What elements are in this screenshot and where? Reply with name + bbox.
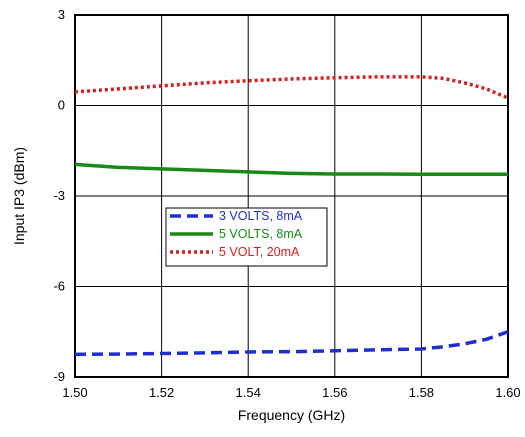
series-line-2 xyxy=(74,75,509,100)
y-tick-label-4: -9 xyxy=(53,369,65,384)
x-tick-label-2: 1.54 xyxy=(236,385,261,400)
x-tick-label-5: 1.60 xyxy=(495,385,520,400)
y-tick-label-2: -3 xyxy=(53,188,65,203)
y-tick-labels: 3 0 -3 -6 -9 xyxy=(53,7,65,384)
x-tick-label-1: 1.52 xyxy=(149,385,174,400)
x-axis-title: Frequency (GHz) xyxy=(238,407,345,423)
y-tick-label-1: 0 xyxy=(58,98,65,113)
y-axis-title: Input IP3 (dBm) xyxy=(11,147,27,245)
x-tick-label-4: 1.58 xyxy=(409,385,434,400)
series-line-1 xyxy=(74,162,508,177)
x-tick-labels: 1.50 1.52 1.54 1.56 1.58 1.60 xyxy=(62,385,520,400)
x-tick-label-3: 1.56 xyxy=(322,385,347,400)
legend-label-1: 5 VOLTS, 8mA xyxy=(219,227,303,241)
series-line-0 xyxy=(74,330,509,357)
legend-label-2: 5 VOLT, 20mA xyxy=(219,245,300,259)
plot-border xyxy=(74,14,509,378)
plot-area xyxy=(74,14,509,378)
legend-label-0: 3 VOLTS, 8mA xyxy=(219,209,303,223)
series-lines xyxy=(74,75,509,357)
legend: 3 VOLTS, 8mA 5 VOLTS, 8mA 5 VOLT, 20mA xyxy=(165,207,328,267)
y-tick-label-0: 3 xyxy=(58,7,65,22)
x-tick-label-0: 1.50 xyxy=(62,385,87,400)
y-tick-label-3: -6 xyxy=(53,279,65,294)
